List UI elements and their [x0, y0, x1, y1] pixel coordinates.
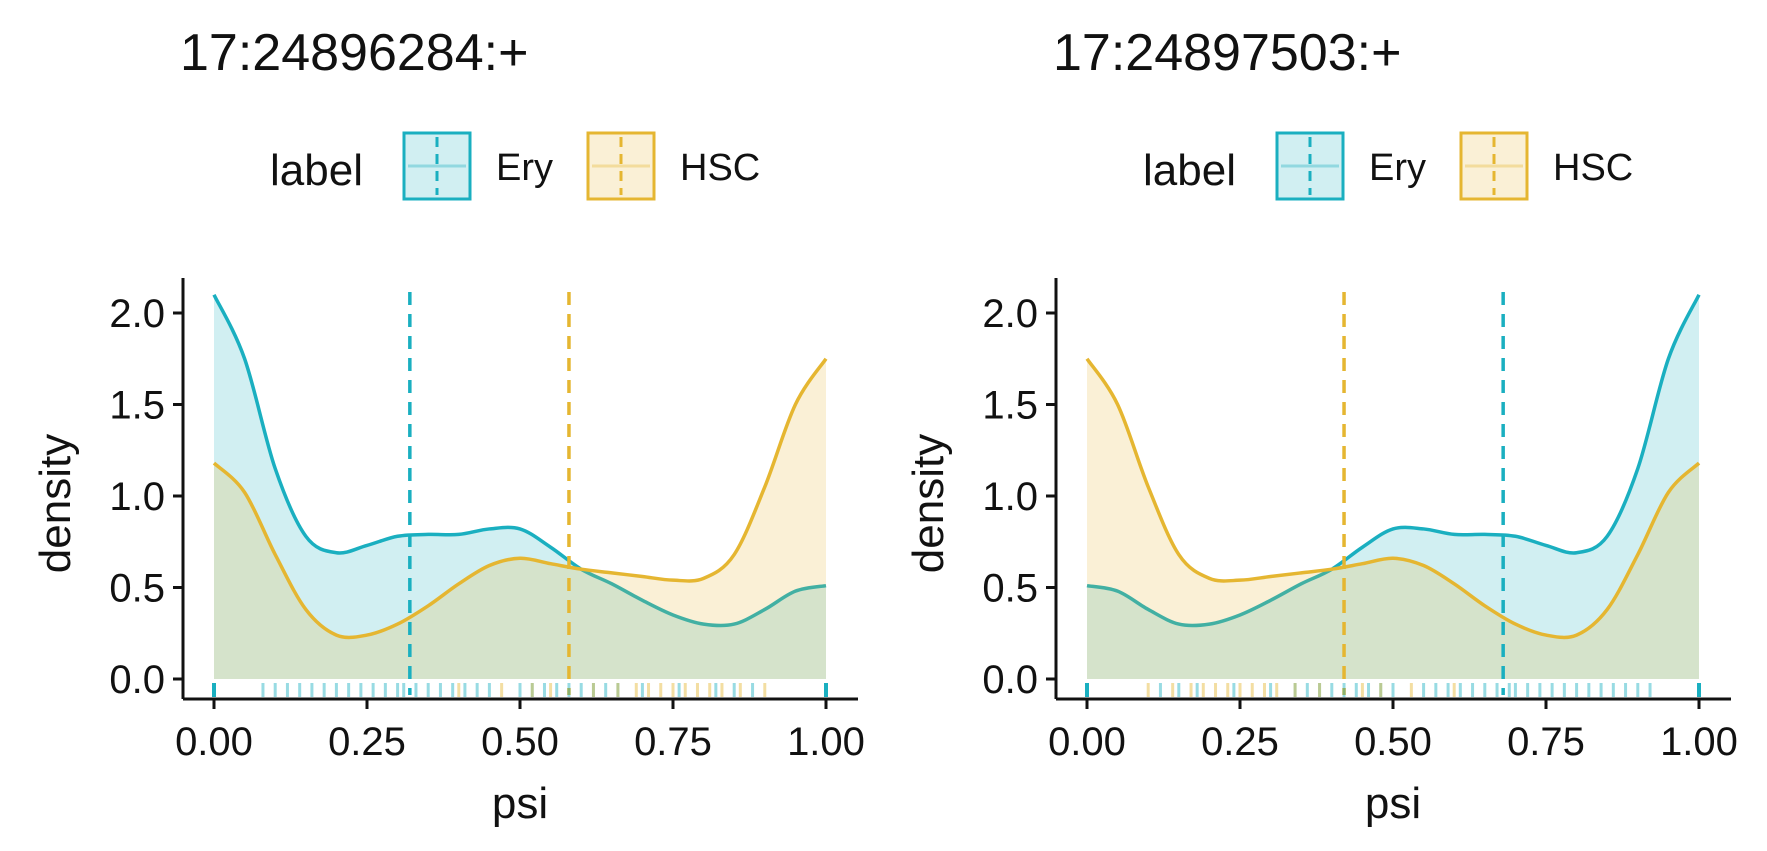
rug-ery [1085, 683, 1701, 697]
legend-title: label [1143, 146, 1236, 195]
y-tick-label: 1.0 [109, 475, 165, 519]
x-tick-label: 0.00 [175, 720, 253, 764]
x-tick-label: 1.00 [1660, 720, 1738, 764]
y-tick-label: 0.5 [982, 567, 1038, 611]
x-tick-label: 0.75 [634, 720, 712, 764]
y-tick-label: 2.0 [982, 292, 1038, 336]
legend-label-hsc: HSC [680, 147, 760, 189]
y-tick-label: 1.5 [109, 384, 165, 428]
chart-title: 17:24897503:+ [1053, 24, 1401, 82]
x-tick-label: 1.00 [787, 720, 865, 764]
x-tick-label: 0.00 [1048, 720, 1126, 764]
x-axis-title: psi [492, 779, 548, 828]
density-line-hsc [1085, 357, 1701, 640]
y-tick-label: 2.0 [109, 292, 165, 336]
y-tick-label: 1.0 [982, 475, 1038, 519]
density-line-ery [212, 293, 827, 628]
x-tick-label: 0.25 [1201, 720, 1279, 764]
density-area-ery [1087, 294, 1699, 679]
y-tick-label: 0.0 [109, 658, 165, 702]
x-tick-label: 0.50 [1354, 720, 1432, 764]
x-tick-label: 0.75 [1507, 720, 1585, 764]
chart-panel-2: 17:24897503:+ label Ery HSC 0.0 0.5 1.0 1.5 2.0 0… [904, 24, 1738, 828]
y-tick-label: 0.0 [982, 658, 1038, 702]
y-axis-title: density [31, 434, 80, 573]
density-area-ery [214, 294, 826, 679]
x-tick-label: 0.50 [481, 720, 559, 764]
y-tick-label: 0.5 [109, 567, 165, 611]
density-line-hsc [212, 357, 828, 640]
chart-title: 17:24896284:+ [180, 24, 528, 82]
chart-panel-1: 17:24896284:+ label Ery HSC 0.0 0.5 1.0 1.5 2.0 0… [31, 24, 865, 828]
legend-label-hsc: HSC [1553, 147, 1633, 189]
legend: label Ery HSC [270, 131, 760, 201]
density-area-hsc [214, 358, 826, 679]
legend: label Ery HSC [1143, 131, 1633, 201]
x-axis-title: psi [1365, 779, 1421, 828]
y-tick-label: 1.5 [982, 384, 1038, 428]
legend-label-ery: Ery [496, 147, 553, 189]
legend-title: label [270, 146, 363, 195]
density-line-ery [1086, 293, 1701, 628]
density-area-hsc [1087, 358, 1699, 679]
x-tick-label: 0.25 [328, 720, 406, 764]
rug-hsc [457, 683, 767, 697]
y-axis-title: density [904, 434, 953, 573]
rug-hsc [1146, 683, 1456, 697]
legend-label-ery: Ery [1369, 147, 1426, 189]
rug-ery [212, 683, 828, 697]
